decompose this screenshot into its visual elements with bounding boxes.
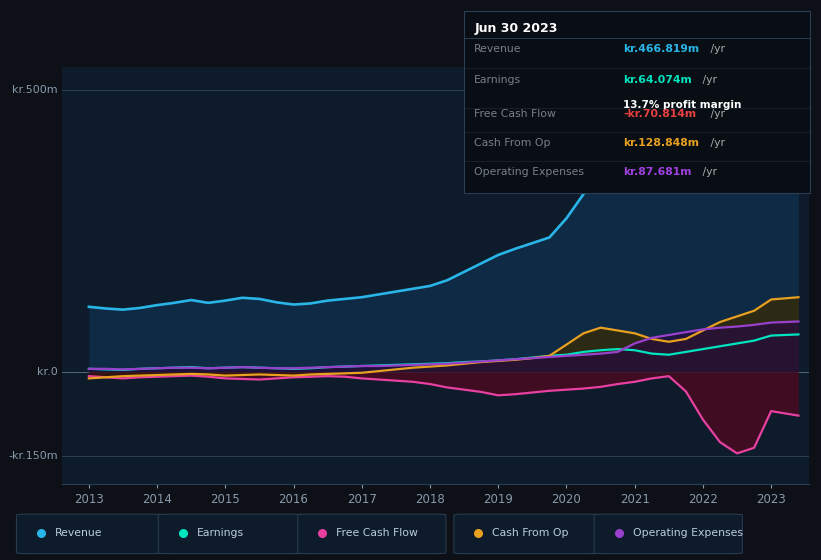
Text: Free Cash Flow: Free Cash Flow xyxy=(475,109,556,119)
Text: 13.7% profit margin: 13.7% profit margin xyxy=(623,100,741,110)
Text: /yr: /yr xyxy=(699,167,718,177)
Text: /yr: /yr xyxy=(699,75,718,85)
Text: kr.500m: kr.500m xyxy=(12,85,57,95)
Text: Operating Expenses: Operating Expenses xyxy=(475,167,585,177)
Text: kr.64.074m: kr.64.074m xyxy=(623,75,692,85)
FancyBboxPatch shape xyxy=(158,514,306,554)
Text: kr.466.819m: kr.466.819m xyxy=(623,44,699,54)
Text: kr.87.681m: kr.87.681m xyxy=(623,167,692,177)
Text: Earnings: Earnings xyxy=(197,529,244,538)
Text: Jun 30 2023: Jun 30 2023 xyxy=(475,22,557,35)
Text: -kr.70.814m: -kr.70.814m xyxy=(623,109,696,119)
Text: /yr: /yr xyxy=(707,44,725,54)
Text: Free Cash Flow: Free Cash Flow xyxy=(337,529,418,538)
Text: /yr: /yr xyxy=(707,109,725,119)
Text: -kr.150m: -kr.150m xyxy=(8,451,57,461)
Text: kr.128.848m: kr.128.848m xyxy=(623,138,699,148)
Text: Revenue: Revenue xyxy=(475,44,522,54)
FancyBboxPatch shape xyxy=(594,514,742,554)
Text: Cash From Op: Cash From Op xyxy=(475,138,551,148)
FancyBboxPatch shape xyxy=(454,514,602,554)
FancyBboxPatch shape xyxy=(298,514,446,554)
Text: kr.0: kr.0 xyxy=(37,367,57,377)
Text: /yr: /yr xyxy=(707,138,725,148)
Text: Earnings: Earnings xyxy=(475,75,521,85)
Text: Revenue: Revenue xyxy=(55,529,103,538)
FancyBboxPatch shape xyxy=(16,514,164,554)
Text: Operating Expenses: Operating Expenses xyxy=(633,529,743,538)
Text: Cash From Op: Cash From Op xyxy=(493,529,569,538)
